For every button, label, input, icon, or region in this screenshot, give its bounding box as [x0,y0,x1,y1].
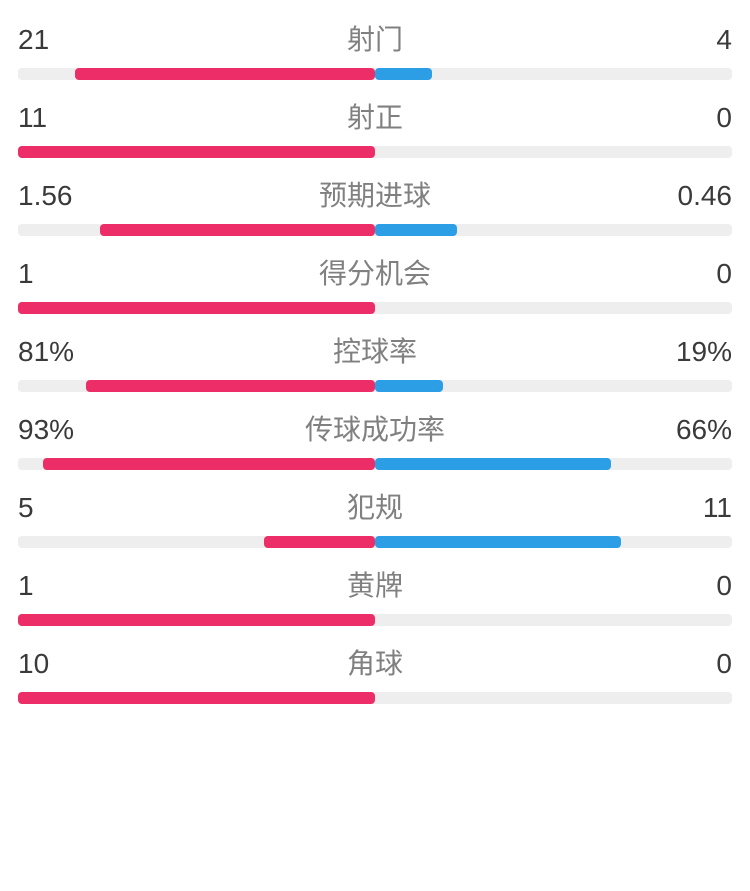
home-bar-fill [75,68,375,80]
home-bar-half [18,302,375,314]
away-value: 0 [672,258,732,290]
home-value: 1 [18,258,78,290]
home-bar-fill [86,380,375,392]
stat-row: 21射门4 [0,8,750,86]
home-value: 1 [18,570,78,602]
home-bar-fill [18,302,375,314]
stat-row: 1得分机会0 [0,242,750,320]
stat-labels: 5犯规11 [18,486,732,526]
stat-labels: 1得分机会0 [18,252,732,292]
stat-row: 93%传球成功率66% [0,398,750,476]
stat-bar-track [18,536,732,548]
home-bar-half [18,614,375,626]
away-bar-half [375,302,732,314]
stat-label: 得分机会 [78,252,672,292]
away-bar-fill [375,224,457,236]
stat-label: 犯规 [78,486,672,526]
stat-row: 1黄牌0 [0,554,750,632]
home-bar-fill [18,614,375,626]
home-value: 81% [18,336,78,368]
away-bar-half [375,692,732,704]
away-bar-half [375,380,732,392]
home-bar-fill [18,692,375,704]
stat-labels: 93%传球成功率66% [18,408,732,448]
stat-bar-track [18,458,732,470]
home-bar-half [18,224,375,236]
stat-labels: 1.56预期进球0.46 [18,174,732,214]
stat-labels: 1黄牌0 [18,564,732,604]
away-bar-half [375,458,732,470]
stat-label: 传球成功率 [78,408,672,448]
stat-label: 预期进球 [78,174,672,214]
away-bar-fill [375,458,611,470]
away-bar-fill [375,536,621,548]
stat-label: 射正 [78,96,672,136]
home-value: 10 [18,648,78,680]
stat-bar-track [18,146,732,158]
home-value: 21 [18,24,78,56]
home-bar-fill [100,224,375,236]
away-value: 0.46 [672,180,732,212]
stat-row: 1.56预期进球0.46 [0,164,750,242]
home-bar-fill [264,536,375,548]
stat-row: 10角球0 [0,632,750,710]
home-bar-fill [43,458,375,470]
stat-bar-track [18,614,732,626]
stat-row: 5犯规11 [0,476,750,554]
away-bar-half [375,68,732,80]
away-bar-fill [375,380,443,392]
home-bar-half [18,68,375,80]
stat-labels: 21射门4 [18,18,732,58]
stat-label: 射门 [78,18,672,58]
home-bar-half [18,536,375,548]
stat-label: 角球 [78,642,672,682]
away-bar-fill [375,68,432,80]
stat-bar-track [18,380,732,392]
home-bar-half [18,692,375,704]
stat-bar-track [18,68,732,80]
away-value: 11 [672,492,732,524]
stat-labels: 11射正0 [18,96,732,136]
stat-row: 81%控球率19% [0,320,750,398]
stat-labels: 10角球0 [18,642,732,682]
match-stats-panel: 21射门411射正01.56预期进球0.461得分机会081%控球率19%93%… [0,0,750,710]
away-value: 0 [672,570,732,602]
home-value: 5 [18,492,78,524]
away-value: 66% [672,414,732,446]
home-bar-half [18,380,375,392]
away-bar-half [375,146,732,158]
away-bar-half [375,536,732,548]
away-bar-half [375,614,732,626]
home-bar-fill [18,146,375,158]
away-value: 0 [672,102,732,134]
away-bar-half [375,224,732,236]
stat-row: 11射正0 [0,86,750,164]
stat-label: 黄牌 [78,564,672,604]
stat-bar-track [18,302,732,314]
home-value: 93% [18,414,78,446]
home-value: 1.56 [18,180,78,212]
away-value: 19% [672,336,732,368]
stat-bar-track [18,224,732,236]
home-bar-half [18,458,375,470]
away-value: 4 [672,24,732,56]
home-value: 11 [18,102,78,134]
stat-bar-track [18,692,732,704]
stat-labels: 81%控球率19% [18,330,732,370]
away-value: 0 [672,648,732,680]
stat-label: 控球率 [78,330,672,370]
home-bar-half [18,146,375,158]
